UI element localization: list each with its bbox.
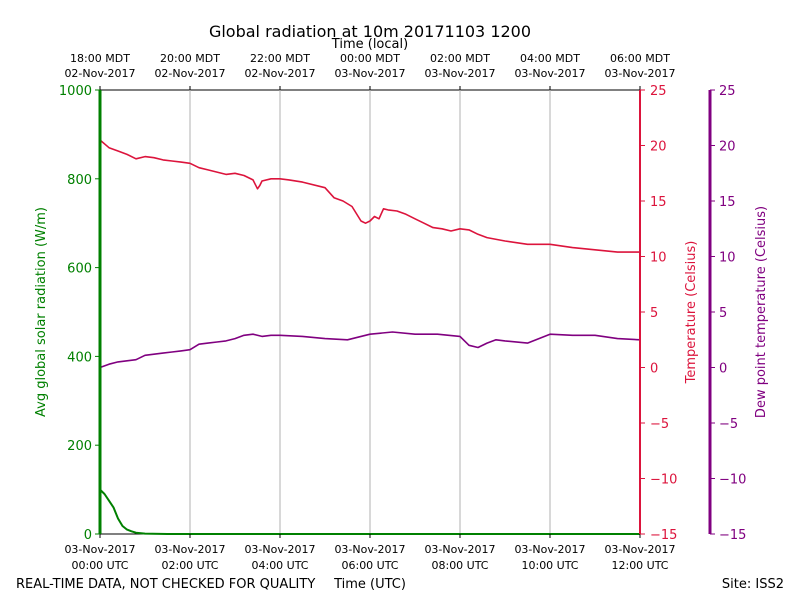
series-layer	[99, 139, 641, 535]
top-tick-time: 04:00 MDT	[520, 52, 580, 65]
series-line-temperature	[99, 139, 640, 253]
bottom-tick-date: 03-Nov-2017	[424, 543, 495, 556]
dewpoint-tick-label: −15	[719, 528, 746, 543]
bottom-tick-date: 03-Nov-2017	[244, 543, 315, 556]
series-line-dewpoint	[99, 331, 641, 369]
series-line-radiation	[99, 488, 640, 535]
top-tick-time: 06:00 MDT	[610, 52, 670, 65]
top-tick-date: 02-Nov-2017	[244, 67, 315, 80]
radiation-tick-label: 0	[84, 528, 92, 543]
top-tick-date: 02-Nov-2017	[154, 67, 225, 80]
bottom-tick-time: 10:00 UTC	[521, 559, 578, 572]
temperature-tick-label: 25	[650, 84, 667, 99]
top-tick-time: 02:00 MDT	[430, 52, 490, 65]
top-tick-date: 03-Nov-2017	[514, 67, 585, 80]
bottom-tick-time: 04:00 UTC	[251, 559, 308, 572]
top-tick-time: 22:00 MDT	[250, 52, 310, 65]
bottom-tick-time: 02:00 UTC	[161, 559, 218, 572]
top-tick-date: 03-Nov-2017	[334, 67, 405, 80]
dewpoint-tick-label: −5	[719, 417, 738, 432]
radiation-tick-label: 800	[67, 173, 92, 188]
top-tick-date: 03-Nov-2017	[424, 67, 495, 80]
x-axis-label: Time (UTC)	[333, 577, 406, 592]
temperature-tick-label: 20	[650, 140, 667, 155]
chart-title: Global radiation at 10m 20171103 1200	[209, 22, 531, 41]
dewpoint-tick-label: −10	[719, 473, 746, 488]
dewpoint-tick-label: 5	[719, 306, 727, 321]
temperature-tick-label: 10	[650, 251, 667, 266]
bottom-tick-time: 06:00 UTC	[341, 559, 398, 572]
temperature-tick-label: 5	[650, 306, 658, 321]
bottom-tick-date: 03-Nov-2017	[604, 543, 675, 556]
temperature-tick-label: 0	[650, 362, 658, 377]
dewpoint-tick-label: 25	[719, 84, 736, 99]
top-tick-date: 02-Nov-2017	[64, 67, 135, 80]
bottom-tick-date: 03-Nov-2017	[514, 543, 585, 556]
footer-site-label: Site: ISS2	[722, 577, 784, 592]
radiation-tick-label: 200	[67, 439, 92, 454]
bottom-tick-date: 03-Nov-2017	[64, 543, 135, 556]
bottom-tick-date: 03-Nov-2017	[154, 543, 225, 556]
bottom-tick-time: 12:00 UTC	[611, 559, 668, 572]
radiation-tick-label: 600	[67, 262, 92, 277]
top-tick-date: 03-Nov-2017	[604, 67, 675, 80]
dewpoint-tick-label: 10	[719, 251, 736, 266]
footer-quality-note: REAL-TIME DATA, NOT CHECKED FOR QUALITY	[16, 577, 315, 592]
top-tick-time: 20:00 MDT	[160, 52, 220, 65]
top-tick-time: 18:00 MDT	[70, 52, 130, 65]
dewpoint-tick-label: 15	[719, 195, 736, 210]
radiation-tick-label: 400	[67, 350, 92, 365]
temperature-tick-label: 15	[650, 195, 667, 210]
dewpoint-tick-label: 0	[719, 362, 727, 377]
temperature-axis-label: Temperature (Celsius)	[684, 241, 699, 385]
temperature-tick-label: −10	[650, 473, 677, 488]
dewpoint-axis-label: Dew point temperature (Celsius)	[754, 206, 769, 418]
temperature-tick-label: −5	[650, 417, 669, 432]
bottom-tick-time: 08:00 UTC	[431, 559, 488, 572]
bottom-tick-time: 00:00 UTC	[71, 559, 128, 572]
dewpoint-tick-label: 20	[719, 140, 736, 155]
temperature-tick-label: −15	[650, 528, 677, 543]
radiation-tick-label: 1000	[59, 84, 92, 99]
radiation-axis-label: Avg global solar radiation (W/m)	[34, 207, 49, 417]
bottom-tick-date: 03-Nov-2017	[334, 543, 405, 556]
axes-layer: 03-Nov-2017 00:00 UTC 03-Nov-2017 02:00 UTC…	[59, 52, 747, 572]
top-axis-label: Time (local)	[331, 37, 408, 52]
top-tick-time: 00:00 MDT	[340, 52, 400, 65]
